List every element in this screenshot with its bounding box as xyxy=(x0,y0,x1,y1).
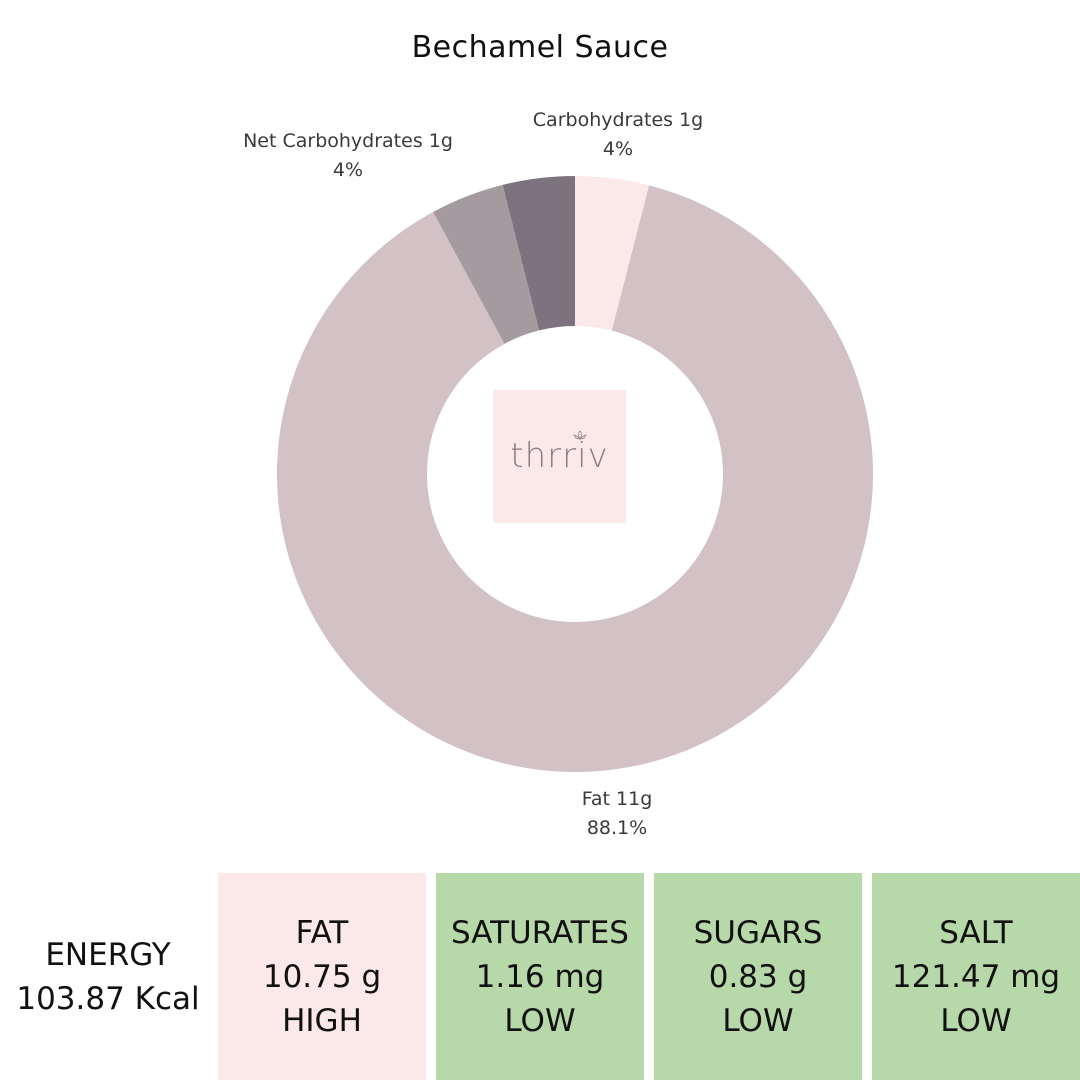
salt-label: SALT xyxy=(872,911,1080,955)
fat-label: FAT xyxy=(218,911,426,955)
label-carbohydrates-name: Carbohydrates 1g xyxy=(518,106,718,135)
label-net-carbohydrates: Net Carbohydrates 1g 4% xyxy=(238,127,458,185)
salt-panel: SALT 121.47 mg LOW xyxy=(872,873,1080,1080)
sugars-panel: SUGARS 0.83 g LOW xyxy=(654,873,862,1080)
sugars-level: LOW xyxy=(654,999,862,1043)
fat-value: 10.75 g xyxy=(218,955,426,999)
energy-panel: ENERGY 103.87 Kcal xyxy=(0,873,216,1080)
salt-value: 121.47 mg xyxy=(872,955,1080,999)
label-fat-name: Fat 11g xyxy=(517,785,717,814)
energy-value: 103.87 Kcal xyxy=(0,977,216,1021)
fat-panel: FAT 10.75 g HIGH xyxy=(218,873,426,1080)
energy-label: ENERGY xyxy=(0,933,216,977)
saturates-value: 1.16 mg xyxy=(436,955,644,999)
saturates-level: LOW xyxy=(436,999,644,1043)
logo-wordmark: thrriv xyxy=(493,436,626,476)
brand-logo: thrriv xyxy=(493,390,626,523)
sugars-label: SUGARS xyxy=(654,911,862,955)
salt-level: LOW xyxy=(872,999,1080,1043)
label-carbohydrates-percent: 4% xyxy=(518,135,718,164)
saturates-label: SATURATES xyxy=(436,911,644,955)
label-carbohydrates: Carbohydrates 1g 4% xyxy=(518,106,718,164)
label-fat: Fat 11g 88.1% xyxy=(517,785,717,843)
saturates-panel: SATURATES 1.16 mg LOW xyxy=(436,873,644,1080)
label-fat-percent: 88.1% xyxy=(517,814,717,843)
fat-level: HIGH xyxy=(218,999,426,1043)
label-net-carbohydrates-percent: 4% xyxy=(238,156,458,185)
label-net-carbohydrates-name: Net Carbohydrates 1g xyxy=(238,127,458,156)
sugars-value: 0.83 g xyxy=(654,955,862,999)
